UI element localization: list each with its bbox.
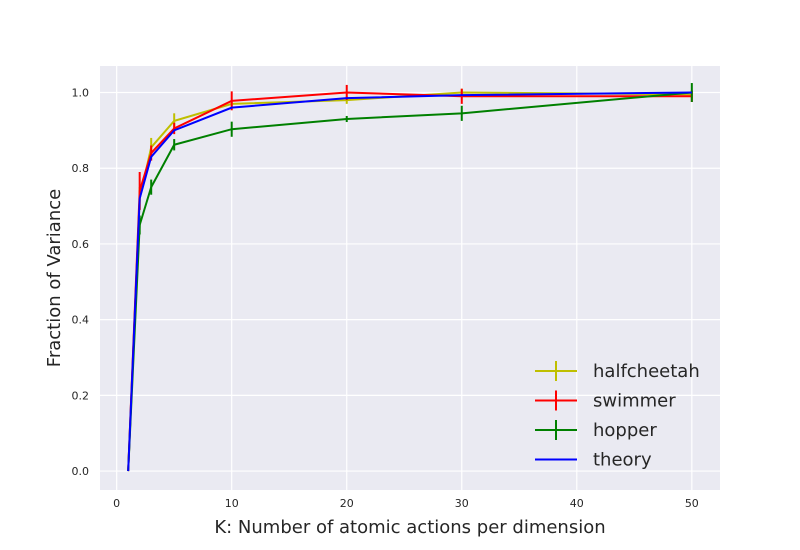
y-tick-label: 0.2 bbox=[72, 389, 90, 402]
legend-label: swimmer bbox=[593, 391, 676, 412]
x-tick-label: 10 bbox=[225, 497, 239, 510]
series-theory bbox=[127, 91, 692, 472]
grid bbox=[100, 66, 720, 490]
x-axis-label: K: Number of atomic actions per dimensio… bbox=[214, 517, 605, 538]
y-tick-label: 0.0 bbox=[72, 465, 90, 478]
series-hopper bbox=[127, 83, 693, 472]
legend-item-swimmer: swimmer bbox=[535, 390, 676, 412]
y-tick-label: 0.4 bbox=[72, 314, 90, 327]
x-tick-label: 20 bbox=[340, 497, 354, 510]
legend: halfcheetah swimmer hopper theory bbox=[535, 361, 700, 471]
series-line bbox=[127, 91, 692, 472]
x-tick-label: 40 bbox=[570, 497, 584, 510]
legend-item-theory: theory bbox=[535, 450, 652, 471]
tick-labels: 0 10 20 30 40 50 0.0 0.2 0.4 0.6 0.8 1.0 bbox=[72, 87, 699, 511]
y-axis-label: Fraction of Variance bbox=[44, 189, 65, 367]
y-tick-label: 0.6 bbox=[72, 238, 90, 251]
legend-item-halfcheetah: halfcheetah bbox=[535, 361, 700, 382]
y-tick-label: 0.8 bbox=[72, 162, 90, 175]
series-line bbox=[127, 91, 692, 472]
legend-item-hopper: hopper bbox=[535, 420, 657, 441]
y-tick-label: 1.0 bbox=[72, 87, 90, 100]
x-tick-label: 0 bbox=[113, 497, 120, 510]
legend-label: theory bbox=[593, 450, 652, 471]
series-layer bbox=[127, 83, 693, 472]
x-tick-label: 30 bbox=[455, 497, 469, 510]
x-tick-label: 50 bbox=[685, 497, 699, 510]
legend-label: hopper bbox=[593, 420, 657, 441]
legend-label: halfcheetah bbox=[593, 361, 700, 382]
